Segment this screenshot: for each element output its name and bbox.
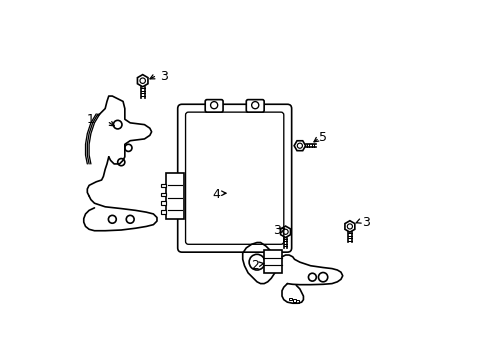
Text: 4: 4 <box>212 188 220 201</box>
Bar <box>292 299 295 302</box>
FancyBboxPatch shape <box>177 104 291 252</box>
Text: 5: 5 <box>319 131 326 144</box>
Bar <box>160 193 165 196</box>
Text: 1: 1 <box>87 113 95 126</box>
Bar <box>288 297 291 300</box>
Text: 3: 3 <box>361 216 369 229</box>
Bar <box>160 210 165 214</box>
Bar <box>160 184 165 187</box>
Text: 2: 2 <box>251 259 259 272</box>
FancyBboxPatch shape <box>205 100 223 112</box>
Bar <box>296 300 299 303</box>
Bar <box>160 202 165 205</box>
Bar <box>264 249 282 273</box>
FancyBboxPatch shape <box>246 100 264 112</box>
Bar <box>165 173 183 219</box>
FancyBboxPatch shape <box>185 112 283 244</box>
Text: 3: 3 <box>272 224 280 237</box>
Text: 3: 3 <box>160 70 168 83</box>
